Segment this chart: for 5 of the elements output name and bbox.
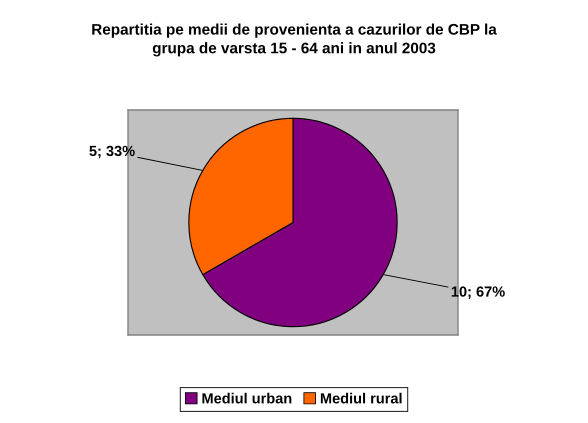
legend-label: Mediul urban bbox=[202, 392, 292, 404]
chart-title: Repartitia pe medii de provenienta a cazurilor de CBP la grupa de varsta 15 - 64 ani in anul 2003 bbox=[92, 24, 497, 56]
legend-label: Mediul rural bbox=[320, 392, 402, 404]
data-label: 10; 67% bbox=[452, 286, 505, 299]
data-label: 5; 33% bbox=[89, 146, 135, 158]
